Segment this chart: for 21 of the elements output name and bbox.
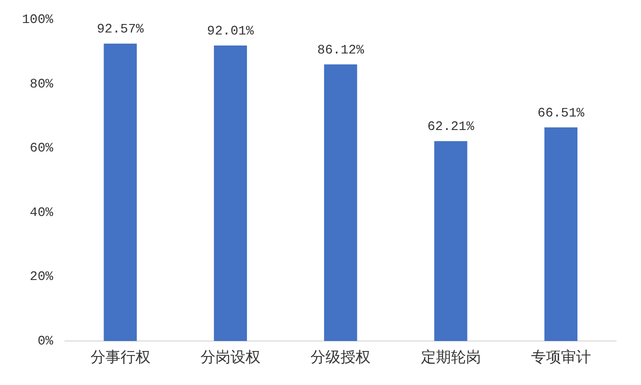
x-tick-label: 专项审计: [530, 348, 591, 366]
y-tick-label: 60%: [30, 140, 54, 156]
y-tick-label: 0%: [38, 333, 54, 348]
x-tick-label: 定期轮岗: [420, 348, 481, 366]
data-label: 86.12%: [317, 42, 364, 58]
data-label: 92.57%: [96, 22, 144, 37]
bar: [104, 44, 137, 341]
bar: [214, 45, 247, 341]
data-label: 92.01%: [207, 23, 254, 38]
y-tick-label: 80%: [30, 76, 54, 92]
x-tick-label: 分岗设权: [200, 348, 260, 366]
x-tick-label: 分事行权: [90, 348, 150, 366]
bar: [434, 141, 468, 341]
y-tick-label: 40%: [30, 204, 54, 220]
bar: [324, 64, 358, 341]
data-label: 66.51%: [538, 105, 585, 120]
x-tick-label: 分级授权: [310, 348, 371, 366]
y-tick-label: 20%: [30, 269, 54, 284]
bar: [544, 127, 578, 341]
y-tick-label: 100%: [22, 12, 54, 28]
data-label: 62.21%: [427, 119, 474, 134]
